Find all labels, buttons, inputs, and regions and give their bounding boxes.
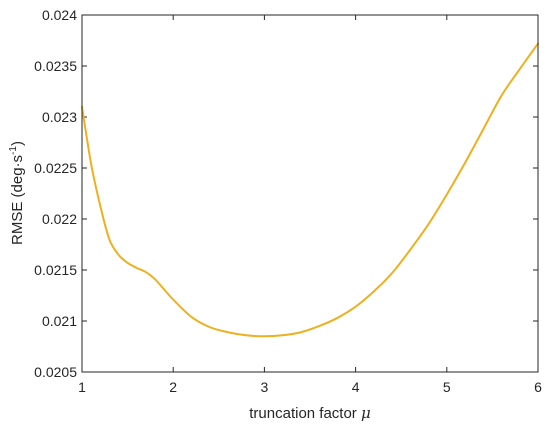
y-tick-label: 0.0225 <box>34 160 77 176</box>
x-tick-label: 2 <box>169 379 177 395</box>
y-tick-label: 0.021 <box>42 313 77 329</box>
rmse-line <box>81 42 539 338</box>
y-axis-label-text: RMSE (deg·s <box>9 155 26 245</box>
y-tick-label: 0.0215 <box>34 262 77 278</box>
x-tick-labels: 1 2 3 4 5 6 <box>78 379 542 395</box>
x-tick-label: 4 <box>352 379 360 395</box>
x-tick-label: 6 <box>534 379 542 395</box>
x-axis-label: truncation factor μ <box>249 404 370 422</box>
y-tick-label: 0.0235 <box>34 58 77 74</box>
y-tick-label: 0.0205 <box>34 364 77 380</box>
plot-area <box>82 15 538 372</box>
plot-frame <box>81 14 539 373</box>
y-tick-label: 0.022 <box>42 211 77 227</box>
x-tick-label: 5 <box>443 379 451 395</box>
y-axis-label-close: ) <box>9 141 26 146</box>
y-tick-label: 0.024 <box>42 7 77 23</box>
y-axis-label: RMSE (deg·s-1) <box>8 141 26 245</box>
y-tick-label: 0.023 <box>42 109 77 125</box>
x-tick-label: 1 <box>78 379 86 395</box>
x-axis-label-text: truncation factor <box>249 405 357 422</box>
x-tick-label: 3 <box>261 379 269 395</box>
x-axis-label-symbol: μ <box>361 404 371 422</box>
y-axis-label-superscript: -1 <box>8 146 19 155</box>
y-tick-labels: 0.0205 0.021 0.0215 0.022 0.0225 0.023 0.0235 0… <box>34 7 77 380</box>
